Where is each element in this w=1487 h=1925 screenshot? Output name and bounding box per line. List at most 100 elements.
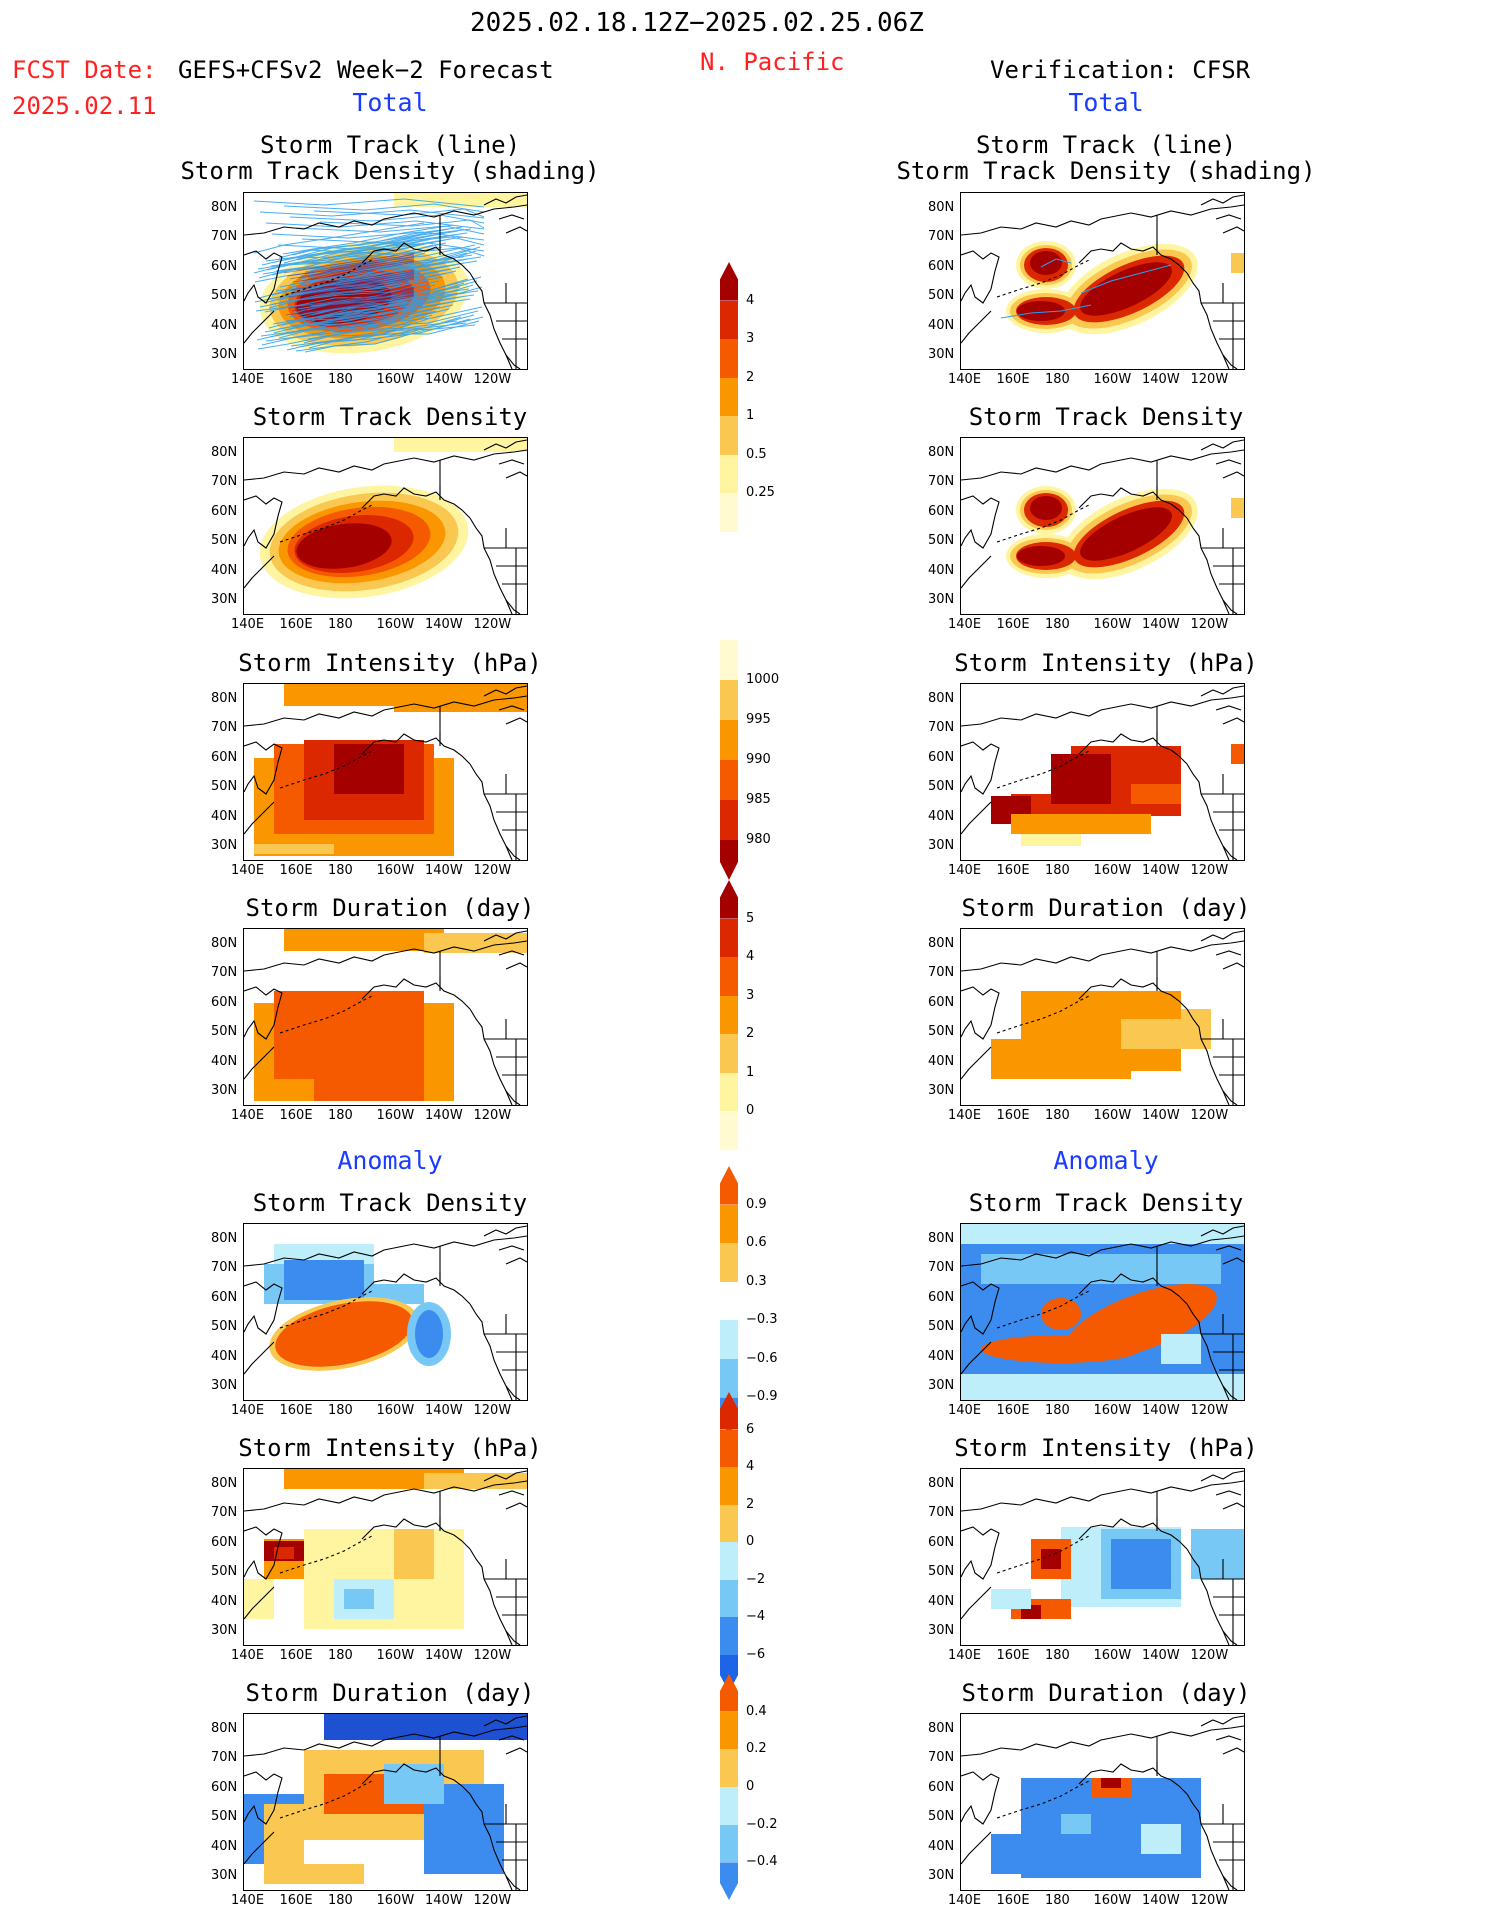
colorbar-segment xyxy=(720,1429,738,1467)
lat-label: 30N xyxy=(211,838,238,853)
colorbar-anom_intensity xyxy=(720,1392,738,1692)
colorbar-tick: 0 xyxy=(746,1103,755,1119)
lon-label: 180 xyxy=(328,1648,353,1663)
map-duration-left xyxy=(243,928,528,1106)
coastline xyxy=(244,685,527,860)
colorbar-tick: 4 xyxy=(746,292,755,308)
lon-label: 160W xyxy=(376,1648,415,1663)
colorbar-tick: 2 xyxy=(746,369,755,385)
lat-label: 80N xyxy=(928,936,955,951)
colorbar-segment xyxy=(720,454,738,494)
lon-label: 140W xyxy=(425,1108,463,1123)
colorbar-tick: 5 xyxy=(746,910,755,926)
lat-label: 40N xyxy=(928,1593,955,1609)
lon-label: 120W xyxy=(473,863,512,878)
colorbar-segment xyxy=(720,1243,738,1282)
panel-title-intensity-left-0: Storm Intensity (hPa) xyxy=(238,649,542,677)
colorbar-tick: 4 xyxy=(746,1459,755,1474)
lat-label: 40N xyxy=(211,562,238,578)
map-duration-right xyxy=(960,928,1245,1106)
lat-label: 30N xyxy=(928,1378,955,1393)
panel-title-track-right-1: Storm Track Density (shading) xyxy=(896,157,1316,185)
lat-label: 30N xyxy=(211,1083,238,1098)
coastline xyxy=(961,194,1244,369)
date-range-title: 2025.02.18.12Z−2025.02.25.06Z xyxy=(470,8,924,38)
coastline xyxy=(961,1470,1244,1645)
colorbar-segment xyxy=(720,493,738,532)
colorbar-segment xyxy=(720,1392,738,1430)
map-track-right xyxy=(960,192,1245,370)
lon-label: 140E xyxy=(948,1108,982,1123)
lon-label: 160W xyxy=(1093,1108,1132,1123)
colorbar-tick: 995 xyxy=(746,712,771,727)
colorbar-segment xyxy=(720,1072,738,1112)
colorbar-segment xyxy=(720,720,738,760)
colorbar-tick: 1000 xyxy=(746,672,780,687)
lon-label: 160W xyxy=(376,863,415,878)
lon-label: 140W xyxy=(425,372,463,387)
lon-label: 160E xyxy=(279,617,313,632)
colorbar-segment xyxy=(720,1358,738,1398)
lat-label: 70N xyxy=(928,1750,955,1766)
colorbar-segment xyxy=(720,800,738,840)
lon-label: 160W xyxy=(1093,1403,1132,1418)
lon-label: 140E xyxy=(948,1403,982,1418)
panel-title-density-left-0: Storm Track Density xyxy=(252,403,528,431)
map-anom_intensity-left xyxy=(243,1468,528,1646)
lon-label: 160W xyxy=(1093,1648,1132,1663)
coastline xyxy=(961,685,1244,860)
lat-label: 80N xyxy=(211,1721,238,1736)
lon-label: 160W xyxy=(1093,617,1132,632)
lat-label: 60N xyxy=(211,749,238,765)
lon-label: 180 xyxy=(1045,1648,1070,1663)
lon-label: 180 xyxy=(1045,372,1070,387)
lat-label: 70N xyxy=(928,474,955,490)
lon-label: 160E xyxy=(996,863,1030,878)
colorbar-tick: −2 xyxy=(746,1571,766,1587)
colorbar-segment xyxy=(720,918,738,958)
lat-label: 80N xyxy=(928,1476,955,1491)
lat-label: 80N xyxy=(211,1231,238,1246)
lon-label: 160E xyxy=(996,1648,1030,1663)
colorbar-intensity xyxy=(720,640,738,880)
lon-label: 140W xyxy=(1142,617,1180,632)
lon-label: 160W xyxy=(1093,372,1132,387)
lat-label: 50N xyxy=(211,779,238,795)
lon-label: 140W xyxy=(1142,863,1180,878)
lat-label: 80N xyxy=(928,200,955,215)
lon-label: 140E xyxy=(231,1648,265,1663)
lat-label: 80N xyxy=(211,691,238,706)
colorbar-tick: 4 xyxy=(746,949,755,965)
colorbar-tick: 6 xyxy=(746,1421,755,1437)
total-label-left: Total xyxy=(352,88,428,117)
lat-label: 60N xyxy=(211,258,238,274)
colorbar-tick: 985 xyxy=(746,792,771,807)
colorbar-duration xyxy=(720,880,738,1150)
colorbar-tick: −4 xyxy=(746,1609,766,1624)
panel-title-anom_density-right-0: Storm Track Density xyxy=(968,1189,1244,1217)
lon-label: 120W xyxy=(473,1403,512,1418)
lon-label: 160E xyxy=(279,372,313,387)
lat-label: 70N xyxy=(928,965,955,981)
lon-label: 120W xyxy=(473,372,512,387)
panel-title-duration-right-0: Storm Duration (day) xyxy=(961,894,1251,922)
lat-label: 80N xyxy=(928,1231,955,1246)
lon-label: 140E xyxy=(948,1648,982,1663)
panel-title-density-right-0: Storm Track Density xyxy=(968,403,1244,431)
lon-label: 140W xyxy=(425,1648,463,1663)
lon-label: 140E xyxy=(948,863,982,878)
lon-label: 140E xyxy=(231,863,265,878)
colorbar-segment xyxy=(720,957,738,996)
colorbar-tick: −0.9 xyxy=(746,1389,778,1405)
fcst-model-label: GEFS+CFSv2 Week−2 Forecast xyxy=(178,56,554,84)
lat-label: 70N xyxy=(211,1505,238,1521)
colorbar-segment xyxy=(720,1320,738,1359)
colorbar-segment xyxy=(720,840,738,880)
colorbar-tick: 1 xyxy=(746,408,755,424)
lon-label: 160W xyxy=(1093,1893,1132,1908)
lon-label: 120W xyxy=(1190,1648,1229,1663)
colorbar-segment xyxy=(720,1749,738,1787)
colorbar-tick: 3 xyxy=(746,987,755,1003)
colorbar-segment xyxy=(720,880,738,919)
map-intensity-right xyxy=(960,683,1245,861)
